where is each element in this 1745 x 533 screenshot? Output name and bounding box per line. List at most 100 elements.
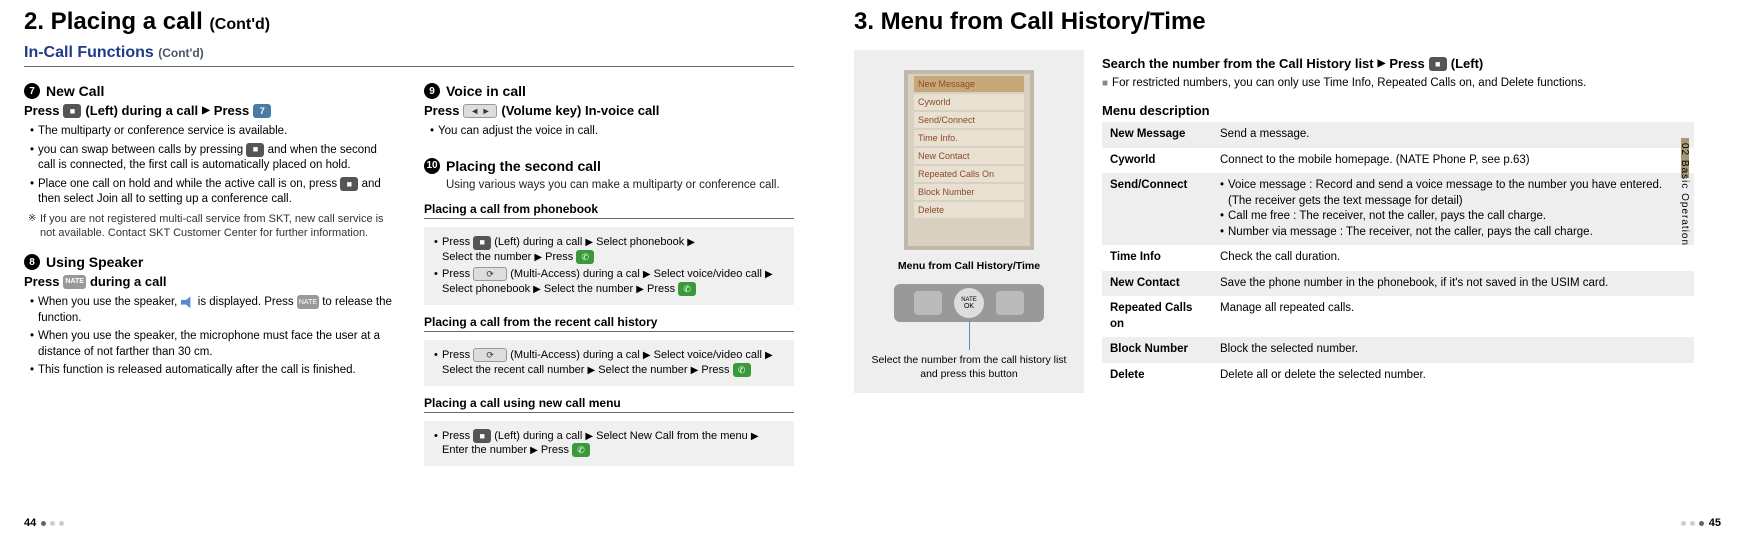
arrow-icon: ▶ xyxy=(643,269,651,280)
s9-b1: You can adjust the voice in call. xyxy=(430,124,794,140)
nate-key-icon: NATE xyxy=(63,275,86,289)
box2: Press ⟳ (Multi-Access) during a cal ▶ Se… xyxy=(424,340,794,386)
s8-b1a: When you use the speaker, xyxy=(38,296,177,308)
search-line: Search the number from the Call History … xyxy=(1102,56,1694,71)
num-10: 10 xyxy=(424,158,440,174)
key-7-icon: 7 xyxy=(253,104,271,118)
multi-access-key-icon: ⟳ xyxy=(473,348,507,362)
t: Press xyxy=(442,268,470,280)
arrow-icon: ▶ xyxy=(691,365,699,376)
section-7-title: New Call xyxy=(46,83,104,99)
arrow-icon: ▶ xyxy=(1378,58,1386,69)
t: Select the number xyxy=(442,251,531,263)
box1: Press ■ (Left) during a call ▶ Select ph… xyxy=(424,227,794,304)
call-key-icon: ✆ xyxy=(576,250,594,264)
call-key-icon: ✆ xyxy=(678,282,696,296)
phone-button-bar: NATEOK xyxy=(894,284,1044,322)
page-num-left: 44 xyxy=(24,517,36,529)
right-content: Search the number from the Call History … xyxy=(1102,50,1694,393)
phone-menu-row: Send/Connect xyxy=(914,112,1024,128)
soft-key-icon: ■ xyxy=(246,143,264,157)
box2-l1: Press ⟳ (Multi-Access) during a cal ▶ Se… xyxy=(434,348,786,378)
table-val: Save the phone number in the phonebook, … xyxy=(1212,271,1694,297)
phone-menu-row: Cyworld xyxy=(914,94,1024,110)
caption-2: Select the number from the call history … xyxy=(864,354,1074,381)
s7-step-a: Press xyxy=(24,103,59,118)
num-7: 7 xyxy=(24,83,40,99)
phone-menu-row: Time Info. xyxy=(914,130,1024,146)
table-val: Manage all repeated calls. xyxy=(1212,296,1694,337)
arrow-icon: ▶ xyxy=(687,237,695,248)
t: (Left) during a call xyxy=(494,236,582,248)
s9-step-a: Press xyxy=(424,103,459,118)
box1-header: Placing a call from phonebook xyxy=(424,202,794,216)
table-key: Send/Connect xyxy=(1102,173,1212,245)
call-key-icon: ✆ xyxy=(572,443,590,457)
s8-step-a: Press xyxy=(24,274,59,289)
left-title-cont: (Cont'd) xyxy=(209,16,270,33)
t: Select New Call from the menu xyxy=(596,430,748,442)
num-9: 9 xyxy=(424,83,440,99)
table-val: Send a message. xyxy=(1212,122,1694,148)
right-inner: 3. Menu from Call History/Time New Messa… xyxy=(854,8,1694,515)
menu-desc-header: Menu description xyxy=(1102,103,1694,118)
s8-b1b: is displayed. Press xyxy=(198,296,294,308)
right-title: 3. Menu from Call History/Time xyxy=(854,8,1694,36)
s7-step-c: Press xyxy=(214,103,249,118)
box3-header: Placing a call using new call menu xyxy=(424,396,794,410)
section-8-header: 8 Using Speaker xyxy=(24,254,394,270)
phone-screenshot: New Message Cyworld Send/Connect Time Info.… xyxy=(904,70,1034,250)
s7-b3a: Place one call on hold and while the act… xyxy=(38,178,337,190)
arrow-icon: ▶ xyxy=(588,365,596,376)
dots-right xyxy=(1679,517,1706,529)
num-8: 8 xyxy=(24,254,40,270)
table-val: Voice message : Record and send a voice … xyxy=(1212,173,1694,245)
s7-b3: Place one call on hold and while the act… xyxy=(30,177,394,208)
arrow-icon: ▶ xyxy=(765,269,773,280)
side-tab: 02 Basic Operation xyxy=(1676,8,1694,515)
left-soft-key-icon: ■ xyxy=(473,236,491,250)
t: Select the recent call number xyxy=(442,364,584,376)
section-10-header: 10 Placing the second call xyxy=(424,158,794,174)
sub-cont: (Cont'd) xyxy=(158,46,204,60)
left-soft-key-icon: ■ xyxy=(1429,57,1447,71)
s8-b3: This function is released automatically … xyxy=(30,363,394,379)
table-key: New Message xyxy=(1102,122,1212,148)
restrict-note: ■For restricted numbers, you can only us… xyxy=(1102,77,1694,89)
table-row: Send/ConnectVoice message : Record and s… xyxy=(1102,173,1694,245)
phone-left-btn xyxy=(914,291,942,315)
srch-b: Press xyxy=(1389,56,1424,71)
t: Press xyxy=(442,349,470,361)
page-spread: 2. Placing a call (Cont'd) In-Call Funct… xyxy=(0,0,1745,533)
t: Select phonebook xyxy=(442,283,530,295)
phone-menu-row: New Message xyxy=(914,76,1024,92)
table-key: Repeated Calls on xyxy=(1102,296,1212,337)
arrow-icon: ▶ xyxy=(533,284,541,295)
left-soft-key-icon: ■ xyxy=(63,104,81,118)
left-title-text: 2. Placing a call xyxy=(24,8,203,35)
t: Press xyxy=(545,251,573,263)
divider xyxy=(424,412,794,413)
section-9-header: 9 Voice in call xyxy=(424,83,794,99)
box1-l1: Press ■ (Left) during a call ▶ Select ph… xyxy=(434,235,786,265)
table-row: New MessageSend a message. xyxy=(1102,122,1694,148)
col-left: 7 New Call Press ■ (Left) during a call … xyxy=(24,75,394,466)
s7-note: If you are not registered multi-call ser… xyxy=(30,212,394,241)
call-key-icon: ✆ xyxy=(733,363,751,377)
phone-ok-btn: NATEOK xyxy=(954,288,984,318)
s7-b1: The multiparty or conference service is … xyxy=(30,124,394,140)
left-soft-key-icon: ■ xyxy=(473,429,491,443)
table-row: Repeated Calls onManage all repeated cal… xyxy=(1102,296,1694,337)
s8-b2: When you use the speaker, the microphone… xyxy=(30,329,394,360)
s9-step: Press ◄ ► (Volume key) In-voice call xyxy=(424,103,794,118)
arrow-icon: ▶ xyxy=(643,350,651,361)
footer: 44 45 xyxy=(0,517,1745,529)
right-page: 3. Menu from Call History/Time New Messa… xyxy=(824,8,1694,515)
footer-right: 45 xyxy=(1679,517,1721,529)
s7-b2: you can swap between calls by pressing ■… xyxy=(30,143,394,174)
t: (Multi-Access) during a cal xyxy=(510,268,640,280)
table-key: Block Number xyxy=(1102,337,1212,363)
left-title: 2. Placing a call (Cont'd) xyxy=(24,8,794,36)
divider xyxy=(424,331,794,332)
phone-right-btn xyxy=(996,291,1024,315)
